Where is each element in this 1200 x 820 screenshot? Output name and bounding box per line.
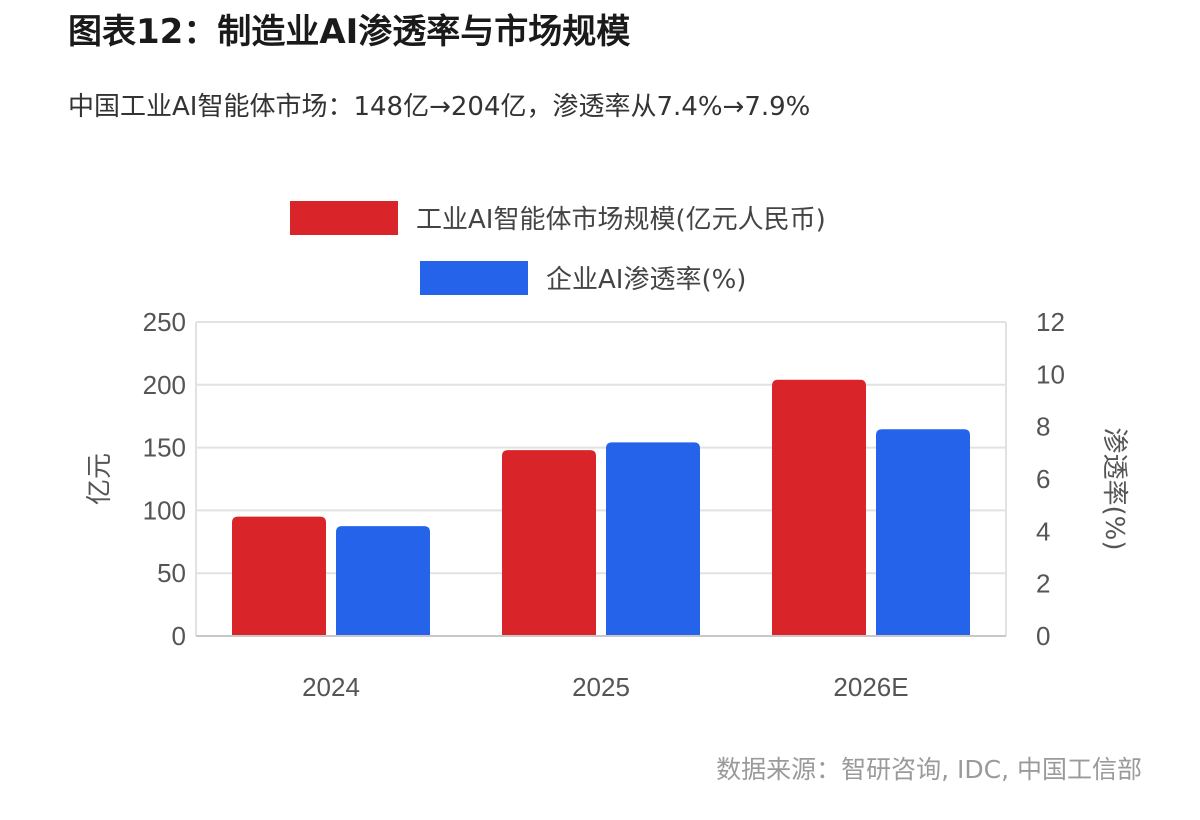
legend-label: 企业AI渗透率(%) <box>546 265 746 295</box>
legend-swatch <box>290 201 398 235</box>
y-tick-label-right: 8 <box>1036 412 1050 442</box>
x-tick-label: 2024 <box>302 672 360 702</box>
bars <box>232 379 970 636</box>
y-tick-label-right: 4 <box>1036 516 1050 546</box>
y-tick-label-right: 10 <box>1036 359 1065 389</box>
y-tick-label-left: 200 <box>143 370 186 400</box>
page-subtitle: 中国工业AI智能体市场：148亿→204亿，渗透率从7.4%→7.9% <box>68 92 811 122</box>
y-tick-label-left: 0 <box>172 621 186 651</box>
y-tick-label-left: 250 <box>143 307 186 337</box>
legend-swatch <box>420 261 528 295</box>
bar-penetration-rate <box>606 442 700 636</box>
axes: 0 50 100 150 200 250 0 2 4 6 8 10 12 2024 2025 2026E 亿元 渗… <box>85 307 1129 702</box>
bar-penetration-rate <box>876 429 970 636</box>
bar-penetration-rate <box>336 526 430 636</box>
data-source: 数据来源：智研咨询, IDC, 中国工信部 <box>716 755 1142 784</box>
x-tick-label: 2026E <box>833 672 908 702</box>
bar-market-size <box>502 450 596 636</box>
y-tick-label-right: 2 <box>1036 569 1050 599</box>
legend: 工业AI智能体市场规模(亿元人民币) 企业AI渗透率(%) <box>290 201 826 295</box>
y-tick-label-left: 150 <box>143 433 186 463</box>
x-tick-label: 2025 <box>572 672 630 702</box>
y-tick-label-right: 0 <box>1036 621 1050 651</box>
y-tick-label-left: 100 <box>143 495 186 525</box>
y-axis-title-left: 亿元 <box>85 453 115 505</box>
legend-label: 工业AI智能体市场规模(亿元人民币) <box>416 205 826 235</box>
page-title: 图表12：制造业AI渗透率与市场规模 <box>68 12 631 52</box>
bar-market-size <box>232 516 326 636</box>
y-axis-title-right: 渗透率(%) <box>1099 428 1129 551</box>
bar-market-size <box>772 379 866 636</box>
y-tick-label-left: 50 <box>157 558 186 588</box>
y-tick-label-right: 12 <box>1036 307 1065 337</box>
y-tick-label-right: 6 <box>1036 464 1050 494</box>
